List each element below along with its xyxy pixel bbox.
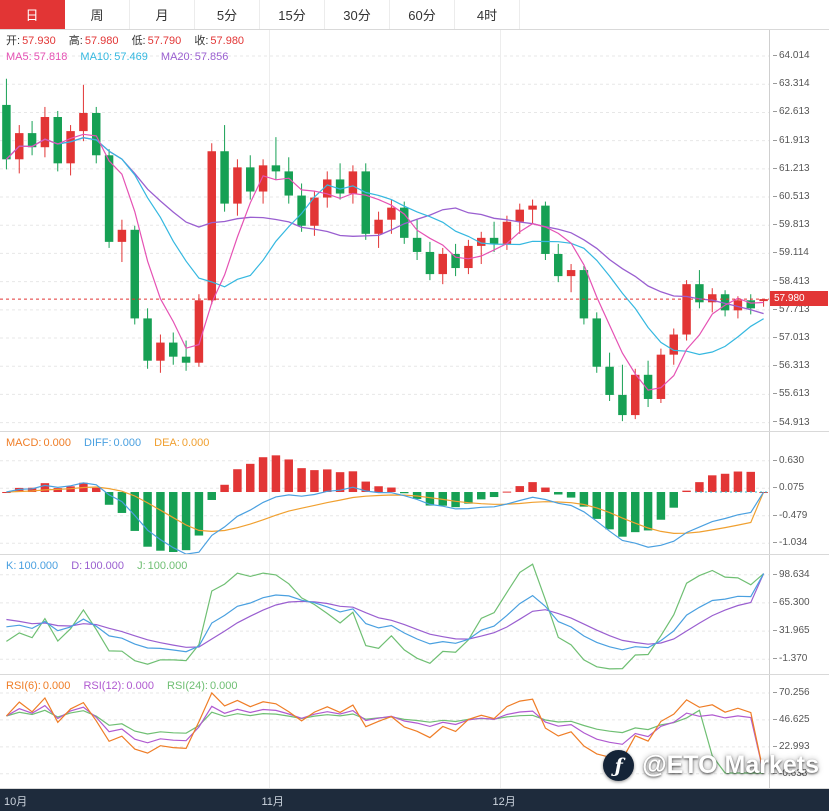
rsi-panel: 70.256 46.625 22.993 -0.638 RSI(6): 0.000 RS… — [0, 675, 829, 789]
dea-value: DEA: 0.000 — [154, 437, 210, 449]
macd-chart-canvas[interactable] — [0, 432, 770, 555]
macd-axis: 0.630 0.075 -0.479 -1.034 — [769, 432, 829, 554]
kdj-panel: 98.634 65.300 31.965 -1.370 K: 100.000 D: 100… — [0, 555, 829, 675]
axis-label: 60.513 — [773, 191, 810, 202]
macd-readout: MACD: 0.000 DIFF: 0.000 DEA: 0.000 — [6, 435, 219, 451]
timeframe-tabbar: 日 周 月 5分 15分 30分 60分 4时 — [0, 0, 829, 30]
axis-label: 0.630 — [773, 455, 804, 466]
axis-label: 22.993 — [773, 741, 810, 752]
rsi12-value: RSI(12): 0.000 — [83, 680, 154, 692]
axis-label: 59.114 — [773, 247, 809, 258]
watermark-text: @ETO Markets — [642, 751, 819, 779]
axis-label: 59.813 — [773, 219, 810, 230]
axis-label: 64.014 — [773, 50, 810, 61]
axis-label: 57.013 — [773, 332, 810, 343]
tab-day[interactable]: 日 — [0, 0, 65, 29]
chart-area: 57.980 64.014 63.314 62.613 61.913 61.213 60.… — [0, 30, 829, 811]
main-price-chart-canvas[interactable] — [0, 30, 770, 432]
rsi6-value: RSI(6): 0.000 — [6, 680, 71, 692]
tab-week[interactable]: 周 — [65, 0, 130, 29]
j-value: J: 100.000 — [137, 560, 188, 572]
watermark: ƒ @ETO Markets — [603, 750, 819, 781]
ohlc-close: 收: 57.980 — [194, 35, 245, 47]
kdj-axis: 98.634 65.300 31.965 -1.370 — [769, 555, 829, 674]
tab-4hour[interactable]: 4时 — [455, 0, 520, 29]
tab-5min[interactable]: 5分 — [195, 0, 260, 29]
axis-label: 98.634 — [773, 569, 810, 580]
price-axis: 57.980 64.014 63.314 62.613 61.913 61.213 60.… — [769, 30, 829, 431]
time-axis-label: 10月 — [4, 796, 28, 808]
time-axis-label: 11月 — [261, 796, 284, 808]
last-price-badge: 57.980 — [770, 291, 828, 307]
ma10-readout: MA10: 57.469 — [80, 51, 148, 63]
axis-label: 61.213 — [773, 163, 810, 174]
eto-logo-icon: ƒ — [603, 750, 635, 781]
d-value: D: 100.000 — [71, 560, 124, 572]
axis-label: 65.300 — [773, 597, 810, 608]
ohlc-readout: 开: 57.930 高: 57.980 低: 57.790 收: 57.980 MA5:… — [6, 33, 254, 65]
time-axis: 10月 11月 12月 — [0, 789, 829, 811]
axis-label: 0.075 — [773, 482, 804, 493]
rsi-axis: 70.256 46.625 22.993 -0.638 — [769, 675, 829, 788]
diff-value: DIFF: 0.000 — [84, 437, 142, 449]
time-axis-label: 12月 — [492, 796, 516, 808]
ohlc-open: 开: 57.930 — [6, 35, 56, 47]
axis-label: 57.713 — [773, 304, 810, 315]
axis-label: 58.413 — [773, 276, 810, 287]
ma5-readout: MA5: 57.818 — [6, 51, 68, 63]
axis-label: -0.479 — [773, 510, 807, 521]
k-value: K: 100.000 — [6, 560, 59, 572]
axis-label: 63.314 — [773, 78, 810, 89]
ohlc-low: 低: 57.790 — [131, 35, 182, 47]
axis-label: 55.613 — [773, 388, 810, 399]
tab-60min[interactable]: 60分 — [390, 0, 455, 29]
kdj-chart-canvas[interactable] — [0, 555, 770, 675]
axis-label: 56.313 — [773, 360, 810, 371]
tab-month[interactable]: 月 — [130, 0, 195, 29]
axis-label: 62.613 — [773, 106, 810, 117]
rsi-chart-canvas[interactable] — [0, 675, 770, 789]
ohlc-high: 高: 57.980 — [68, 35, 119, 47]
axis-label: 70.256 — [773, 687, 810, 698]
macd-value: MACD: 0.000 — [6, 437, 71, 449]
tab-30min[interactable]: 30分 — [325, 0, 390, 29]
axis-label: -1.034 — [773, 537, 807, 548]
axis-label: -0.638 — [773, 768, 807, 779]
rsi-readout: RSI(6): 0.000 RSI(12): 0.000 RSI(24): 0.000 — [6, 678, 248, 694]
tabbar-filler — [520, 0, 829, 29]
axis-label: 46.625 — [773, 714, 810, 725]
kdj-readout: K: 100.000 D: 100.000 J: 100.000 — [6, 558, 197, 574]
axis-label: 31.965 — [773, 625, 810, 636]
axis-label: 61.913 — [773, 135, 810, 146]
price-panel: 57.980 64.014 63.314 62.613 61.913 61.213 60.… — [0, 30, 829, 432]
tab-15min[interactable]: 15分 — [260, 0, 325, 29]
axis-label: 54.913 — [773, 417, 810, 428]
axis-label: -1.370 — [773, 653, 807, 664]
ma20-readout: MA20: 57.856 — [160, 51, 229, 63]
macd-panel: 0.630 0.075 -0.479 -1.034 MACD: 0.000 DIFF: 0… — [0, 432, 829, 555]
rsi24-value: RSI(24): 0.000 — [167, 680, 238, 692]
